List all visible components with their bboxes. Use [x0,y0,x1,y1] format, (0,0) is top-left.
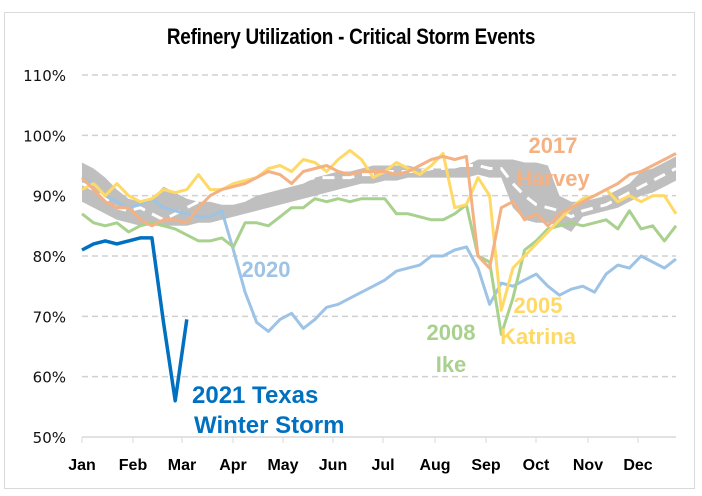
annotations: 2017 Harvey 2005 Katrina 2008 Ike 2020 2… [192,133,590,439]
annotation-2017-harvey-2: Harvey [516,166,590,191]
chart-frame [4,12,695,489]
x-tick-label: Aug [419,457,450,474]
x-tick-label: Jun [319,457,347,474]
annotation-2021-texas: 2021 Texas [192,382,318,409]
annotation-2008-ike: 2008 [427,320,476,345]
y-tick-label: 80% [33,248,66,266]
x-tick-label: Jul [371,457,394,474]
x-tick-label: Feb [119,457,148,474]
range-band-area [82,156,676,232]
x-tick-label: Sep [471,457,501,474]
annotation-2017-harvey: 2017 [529,133,578,158]
x-axis: Jan Feb Mar Apr May Jun Jul Aug Sep Oct Nov Dec [68,436,676,474]
x-tick-label: Nov [573,457,603,474]
series-line-2017-harvey [80,152,677,270]
series-line-2008-ike [81,197,678,336]
ann-line: 2017 [529,133,578,158]
range-band [82,156,676,232]
chart-title: Refinery Utilization - Critical Storm Ev… [166,24,536,49]
x-tick-label: Apr [219,457,247,474]
series-line-2020 [81,176,677,333]
x-tick-label: Oct [523,457,550,474]
annotation-2008-ike-2: Ike [436,352,467,377]
y-tick-label: 110% [23,67,66,85]
series-lines [80,148,678,403]
annotation-2005-katrina-2: Katrina [500,324,577,349]
series-line-2021-texas-winter-storm [81,236,189,403]
x-tick-label: Mar [168,457,196,474]
annotation-2020: 2020 [242,257,291,282]
x-tick-label: Dec [623,457,652,474]
y-tick-label: 100% [23,127,66,145]
y-tick-label: 60% [33,369,66,387]
x-tick-label: May [267,457,298,474]
annotation-2021-winter-storm: Winter Storm [194,412,344,439]
y-tick-label: 90% [33,188,66,206]
y-tick-label: 50% [33,429,66,447]
y-axis-ticks: 50% 60% 70% 80% 90% 100% 110% [23,67,66,447]
annotation-2005-katrina: 2005 [514,293,563,318]
gridlines [82,74,676,378]
x-tick-label: Jan [68,457,96,474]
y-tick-label: 70% [33,308,66,326]
